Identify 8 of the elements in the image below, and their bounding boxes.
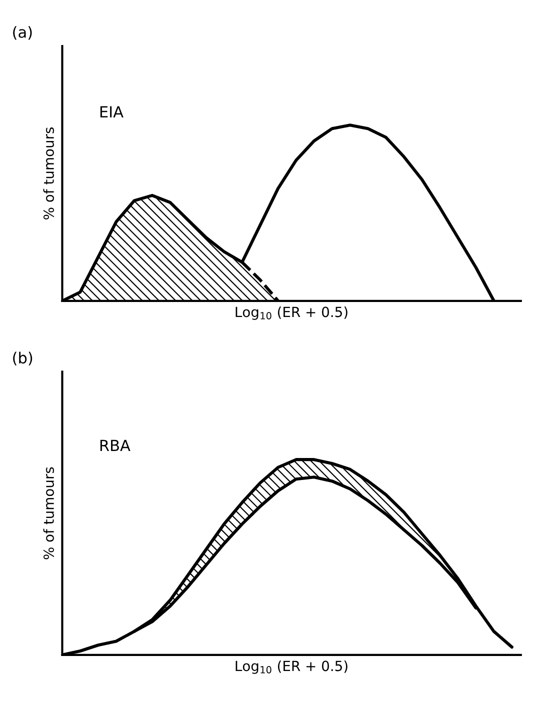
text: EIA [100, 106, 124, 118]
chart-title: (a) [13, 26, 32, 40]
x-axis-title: Log$_{10}$ (ER + 0.5) [236, 306, 348, 320]
text: RBA [100, 440, 130, 451]
x-axis-title: Log$_{10}$ (ER + 0.5) [236, 660, 348, 674]
y-axis-title: % of tumours [43, 127, 54, 220]
y-axis-title: % of tumours [43, 467, 54, 560]
chart-title: (b) [13, 352, 32, 366]
